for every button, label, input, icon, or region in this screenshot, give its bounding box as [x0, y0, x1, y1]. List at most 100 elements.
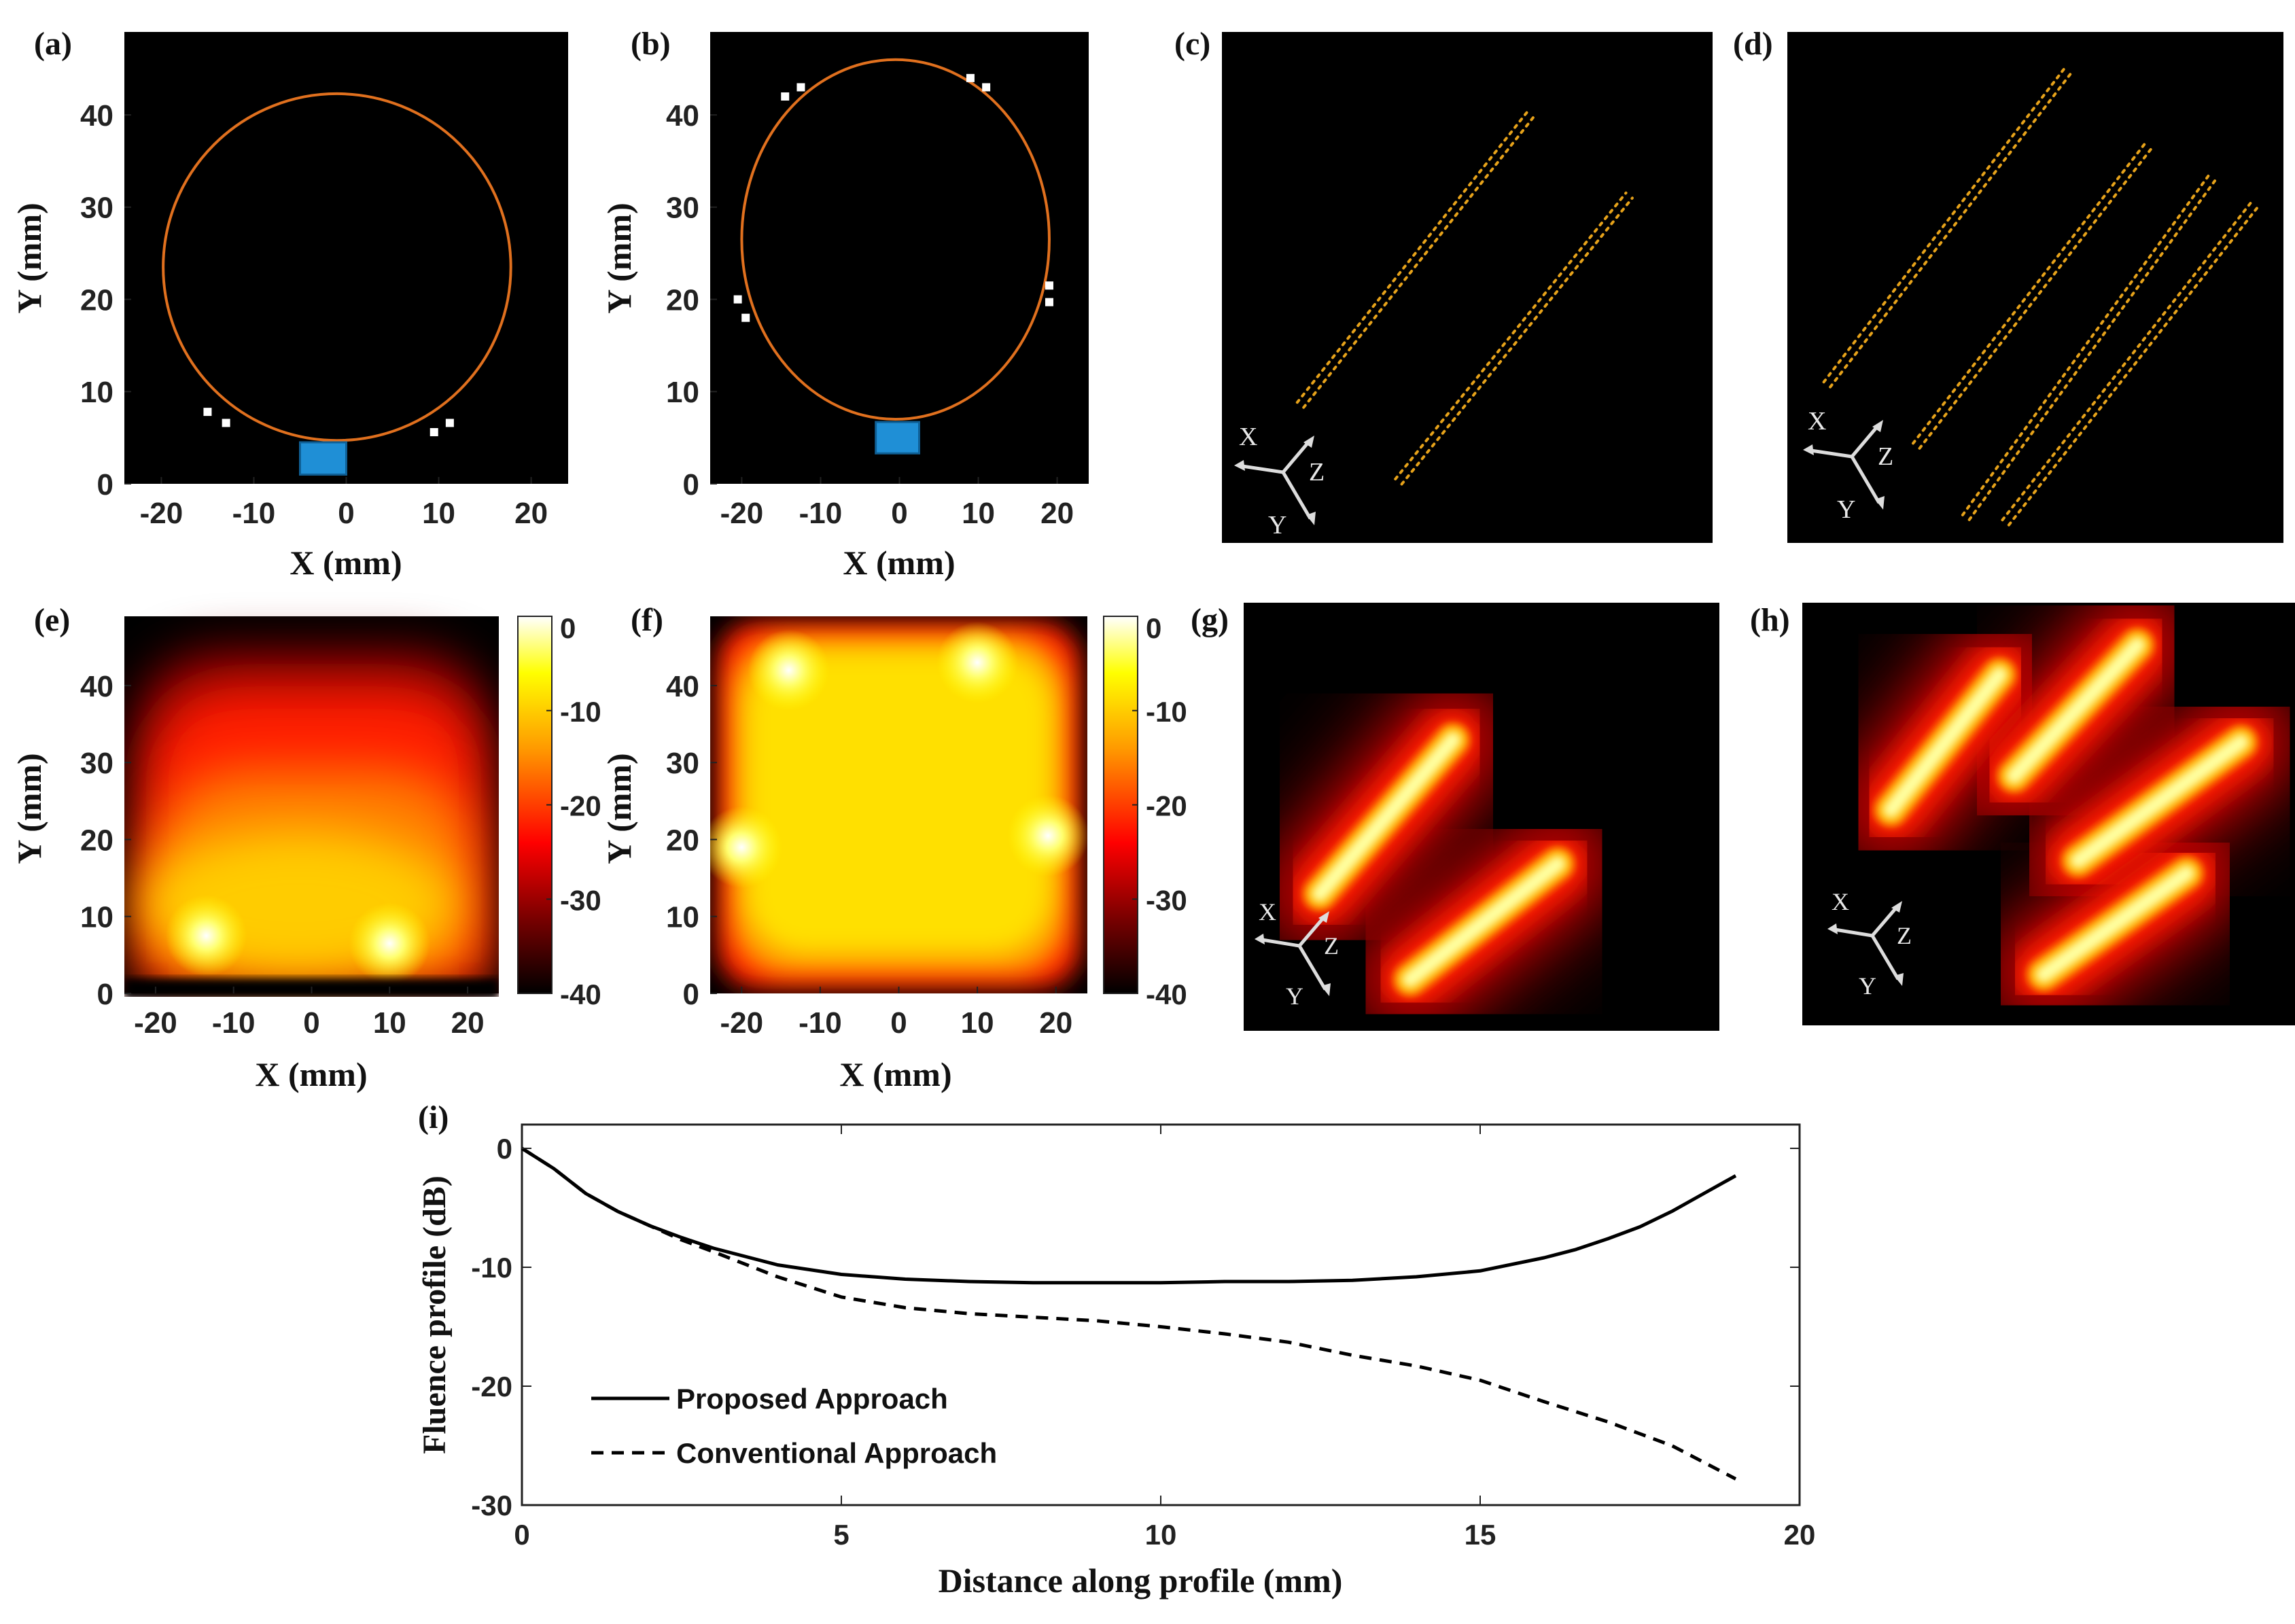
x-tick-label: 0 [303, 1006, 319, 1040]
panel-f-field-inner [744, 649, 1053, 955]
legend-proposed-label: Proposed Approach [676, 1383, 948, 1415]
panel-d: X Z Y [1787, 32, 2283, 543]
panel-f: -20 -10 0 10 20 0 10 20 30 40 0 -10 -20 -30 -40 X (mm… [600, 612, 1187, 1093]
panel-f-ylabel: Y (mm) [600, 753, 638, 864]
colorbar-tick-label: 0 [560, 612, 576, 644]
panel-a-plot-area [124, 32, 568, 484]
x-tick-label: 15 [1465, 1519, 1496, 1551]
x-tick-label: 20 [514, 497, 548, 530]
y-tick-label: 0 [683, 978, 699, 1011]
y-tick-label: 0 [97, 978, 113, 1011]
panel-i-legend: Proposed Approach Conventional Approach [591, 1383, 997, 1469]
fiber-marker [982, 83, 991, 92]
x-tick-label: 0 [338, 497, 354, 530]
panel-i-ylabel: Fluence profile (dB) [417, 1176, 453, 1454]
x-tick-label: -20 [134, 1006, 177, 1040]
panel-label-e: (e) [34, 602, 70, 638]
x-tick-label: 10 [962, 497, 995, 530]
phantom-circle [740, 58, 1051, 421]
y-tick-label: -10 [471, 1252, 512, 1284]
panel-label-h: (h) [1750, 602, 1790, 638]
fiber-marker [966, 73, 975, 82]
fiber-marker [733, 295, 742, 304]
fiber-marker [781, 92, 790, 101]
source-dot-line [1918, 145, 2154, 450]
y-tick-label: 20 [666, 283, 699, 317]
fiber-marker [203, 408, 212, 417]
panel-h: X Z Y [1802, 567, 2295, 1053]
triad-z-label: Z [1878, 442, 1893, 471]
panel-c-axis-triad: X Z Y [1234, 423, 1325, 540]
x-tick-label: 0 [891, 497, 907, 530]
panel-label-c: (c) [1174, 26, 1210, 62]
panel-label-a: (a) [34, 26, 72, 62]
panel-b-xlabel: X (mm) [843, 544, 955, 582]
x-tick-label: -10 [799, 1006, 842, 1040]
source-dot-line [1967, 176, 2219, 521]
x-tick-label: 10 [373, 1006, 406, 1040]
y-tick-label: 30 [666, 192, 699, 225]
triad-z-label: Z [1309, 458, 1325, 487]
panel-h-axis-triad: X Z Y [1827, 888, 1912, 1000]
y-tick-label: 10 [80, 901, 113, 934]
fluence-bar-layer [2035, 865, 2195, 983]
panel-label-g: (g) [1191, 602, 1229, 638]
x-tick-label: 0 [890, 1006, 907, 1040]
x-tick-label: 0 [514, 1519, 529, 1551]
panel-a-ylabel: Y (mm) [10, 202, 48, 313]
series-proposed-line [521, 1146, 1737, 1285]
fiber-marker [741, 313, 750, 322]
panel-label-f: (f) [631, 602, 663, 638]
fiber-marker [430, 428, 438, 436]
colorbar-tick-label: 0 [1146, 612, 1161, 644]
colorbar-tick-label: -30 [1146, 884, 1187, 916]
panel-i-xlabel: Distance along profile (mm) [939, 1561, 1343, 1600]
y-tick-label: 40 [666, 99, 699, 133]
fluence-hotspot [748, 629, 830, 711]
panel-c-view [1222, 32, 1713, 543]
panel-label-i: (i) [418, 1099, 449, 1135]
colorbar-tick-label: -20 [560, 790, 601, 822]
x-tick-label: 20 [1784, 1519, 1816, 1551]
source-dot-line [2007, 207, 2258, 527]
y-tick-label: 20 [80, 824, 113, 857]
y-tick-label: 0 [97, 468, 113, 501]
colorbar-tick-label: -20 [1146, 790, 1187, 822]
fluence-bar-layer [1312, 731, 1461, 902]
fiber-marker [222, 419, 230, 427]
triad-x-label: X [1808, 407, 1826, 436]
panel-a: -20 -10 0 10 20 0 10 20 30 40 X (mm) Y (mm) [10, 32, 568, 582]
colorbar-tick-label: -40 [560, 978, 601, 1010]
panel-b-ylabel: Y (mm) [600, 202, 638, 313]
triad-z-label: Z [1897, 922, 1912, 949]
x-tick-label: -20 [720, 497, 764, 530]
x-tick-label: -10 [232, 497, 276, 530]
triad-x-label: X [1832, 888, 1849, 915]
panel-g: X Z Y [1242, 603, 1719, 1058]
panel-b-plot-area [710, 32, 1089, 484]
panel-e-xlabel: X (mm) [255, 1055, 367, 1093]
panel-a-xlabel: X (mm) [290, 544, 402, 582]
y-tick-label: 20 [80, 283, 113, 317]
y-tick-label: 0 [497, 1133, 512, 1165]
x-tick-label: -20 [140, 497, 183, 530]
fiber-marker [796, 83, 805, 92]
panel-d-axis-triad: X Z Y [1803, 407, 1893, 524]
panel-e-ylabel: Y (mm) [10, 753, 48, 864]
triad-y-label: Y [1286, 983, 1303, 1010]
x-tick-label: 10 [422, 497, 455, 530]
y-tick-label: 20 [666, 824, 699, 857]
fiber-marker [1045, 298, 1053, 306]
x-tick-label: 10 [1145, 1519, 1177, 1551]
source-dot-line [1302, 115, 1536, 409]
y-tick-label: -20 [471, 1371, 512, 1402]
fluence-bar-layer [1402, 855, 1566, 988]
triad-y-label: Y [1268, 511, 1286, 540]
triad-y-label: Y [1837, 495, 1855, 524]
fluence-bar-layer [2070, 734, 2249, 869]
triad-z-label: Z [1324, 932, 1339, 959]
x-tick-label: 20 [1040, 497, 1074, 530]
panel-f-xlabel: X (mm) [839, 1055, 951, 1093]
y-tick-label: 30 [80, 192, 113, 225]
phantom-circle [162, 92, 512, 442]
